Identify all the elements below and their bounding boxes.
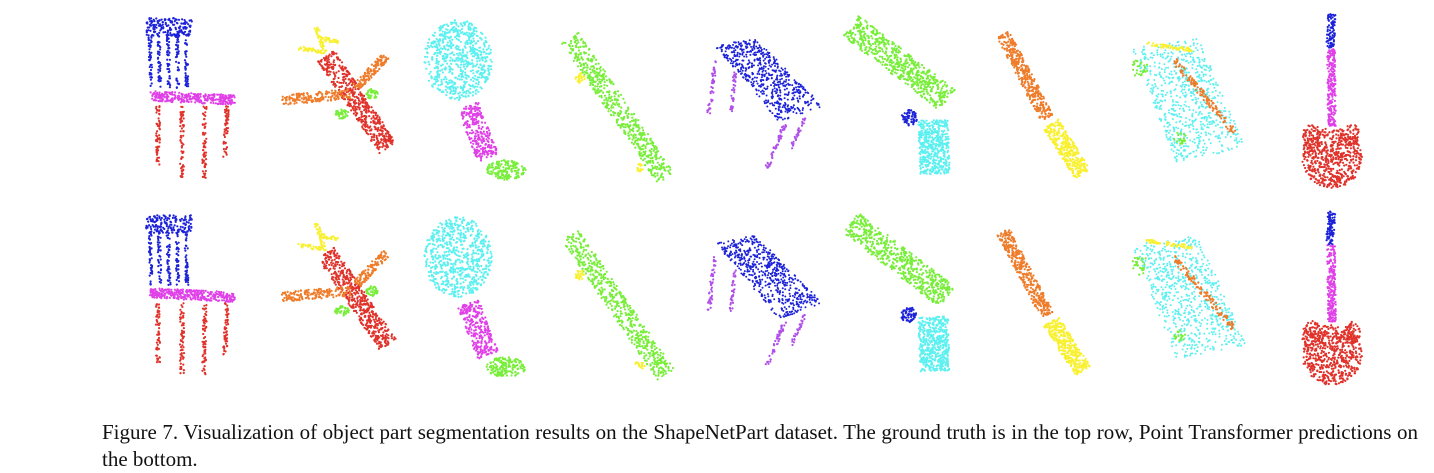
- lamp-point-cloud: [406, 8, 546, 198]
- airplane-point-cloud: [268, 8, 408, 198]
- lamp-point-cloud: [406, 205, 546, 395]
- guitar-point-cloud: [1270, 8, 1410, 198]
- skateboard-point-cloud: [550, 8, 690, 198]
- table-point-cloud: [695, 8, 835, 198]
- airplane-point-cloud: [268, 205, 408, 395]
- guitar-point-cloud: [1270, 205, 1410, 395]
- figure-caption: Figure 7. Visualization of object part s…: [102, 419, 1418, 473]
- table-point-cloud: [695, 205, 835, 395]
- pistol-point-cloud: [835, 205, 975, 395]
- skateboard-point-cloud: [550, 205, 690, 395]
- caption-text: Visualization of object part segmentatio…: [102, 420, 1419, 471]
- knife-point-cloud: [975, 205, 1115, 395]
- ground-truth-row: [0, 8, 1434, 198]
- knife-point-cloud: [975, 8, 1115, 198]
- cap-point-cloud: [1118, 205, 1258, 395]
- caption-label: Figure 7.: [102, 420, 179, 444]
- chair-point-cloud: [130, 205, 270, 395]
- prediction-row: [0, 205, 1434, 395]
- pistol-point-cloud: [835, 8, 975, 198]
- cap-point-cloud: [1118, 8, 1258, 198]
- chair-point-cloud: [130, 8, 270, 198]
